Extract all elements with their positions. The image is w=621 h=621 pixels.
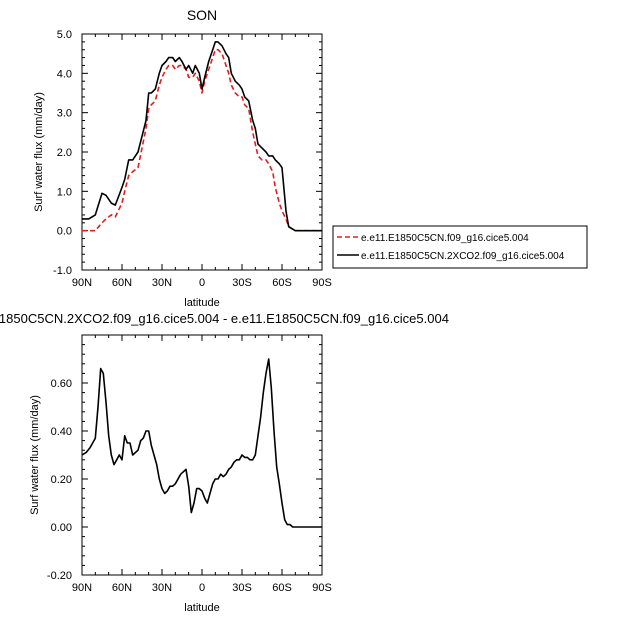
y-tick-label: 3.0: [57, 108, 72, 120]
plot-frame: [81, 334, 323, 576]
chart-title: SON: [187, 7, 217, 23]
y-tick-label: 0.00: [51, 522, 72, 534]
x-tick-label: 30N: [152, 277, 172, 289]
x-axis-label: latitude: [184, 602, 219, 614]
x-tick-label: 60S: [272, 582, 292, 594]
x-tick-label: 60N: [112, 277, 132, 289]
x-tick-label: 60S: [272, 277, 292, 289]
legend-box: [332, 225, 588, 269]
y-tick-label: 0.40: [51, 426, 72, 438]
y-tick-label: 5.0: [57, 29, 72, 41]
legend-label-1: e.e11.E1850C5CN.f09_g16.cice5.004: [361, 233, 529, 244]
y-tick-label: 0.0: [57, 226, 72, 238]
x-tick-label: 90N: [72, 582, 92, 594]
series-line-1: [82, 48, 322, 232]
y-tick-label: -1.0: [53, 265, 72, 277]
x-tick-label: 30S: [232, 582, 252, 594]
y-tick-label: 1.0: [57, 186, 72, 198]
y-axis-label: Surf water flux (mm/day): [29, 395, 41, 515]
x-tick-label: 30S: [232, 277, 252, 289]
y-axis-label: Surf water flux (mm/day): [33, 92, 45, 212]
y-tick-label: 0.60: [51, 378, 72, 390]
series-line-2: [82, 41, 322, 232]
x-tick-label: 90S: [312, 277, 332, 289]
legend-label-2: e.e11.E1850C5CN.2XCO2.f09_g16.cice5.004: [361, 251, 565, 262]
x-tick-label: 0: [199, 277, 205, 289]
x-tick-label: 60N: [112, 582, 132, 594]
x-tick-label: 90S: [312, 582, 332, 594]
x-tick-label: 90N: [72, 277, 92, 289]
y-tick-label: 0.20: [51, 474, 72, 486]
y-tick-label: 2.0: [57, 147, 72, 159]
x-tick-label: 30N: [152, 582, 172, 594]
plot-frame: [81, 33, 323, 271]
series-line-1: [81, 358, 322, 528]
x-tick-label: 0: [199, 582, 205, 594]
chart-title: e.e11.E1850C5CN.2XCO2.f09_g16.cice5.004 …: [0, 311, 449, 326]
x-axis-label: latitude: [184, 297, 219, 309]
y-tick-label: -0.20: [47, 570, 72, 582]
y-tick-label: 4.0: [57, 68, 72, 80]
